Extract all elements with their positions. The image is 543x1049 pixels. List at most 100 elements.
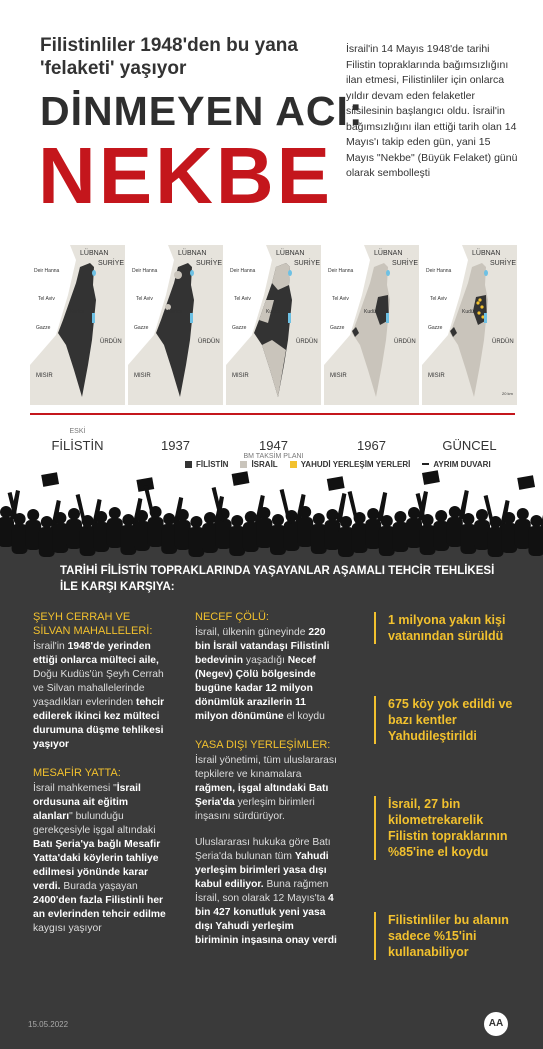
place-label: Deir Hanna [328,268,354,274]
title: DİNMEYEN ACI: [40,88,364,134]
place-label: Kudüs [168,309,183,315]
head [340,516,352,528]
place-label: ÜRDÜN [198,338,220,345]
text-block: YASA DIŞI YERLEŞİMLER: İsrail yönetimi, t… [195,738,337,948]
place-label: LÜBNAN [374,249,402,257]
fact: 1 milyona yakın kişi vatanından sürüldü [374,612,514,644]
text-segment: Buna rağmen İsrail, son olarak 12 Mayıs'… [195,879,329,904]
head [244,511,257,523]
head [190,516,203,528]
text-segment: Necef (Negev) Çölü bölgesinde bugüne kad… [195,655,316,722]
arm [7,492,20,527]
head [163,513,176,525]
body [161,524,178,554]
period-note: BM TAKSİM PLANI [243,453,304,460]
body [514,519,531,549]
body [202,523,218,553]
text-segment: rağmen, işgal altındaki Batı Şeria'da [195,783,329,808]
text-segment: İsrail mahkemesi " [33,783,117,794]
column: ŞEYH CERRAH VE SİLVAN MAHALLELERİ: İsrail… [33,610,168,950]
legend-item: AYRIM DUVARI [422,460,491,469]
body [147,517,164,547]
body [297,517,314,547]
dead-sea [288,313,291,323]
arm [415,493,428,528]
arm [279,489,292,524]
flag [41,472,60,487]
head [367,508,380,520]
body [392,522,409,552]
period-label: 1967 [357,438,386,453]
head [503,512,516,524]
body [501,523,518,553]
section-heading: TARİHİ FİLİSTİN TOPRAKLARINDA YAŞAYANLAR… [60,565,495,593]
place-label: Tel Aviv [234,296,251,302]
body [446,517,463,547]
period-label: FİLİSTİN [51,438,104,453]
paragraph: İsrail yönetimi, tüm uluslararası tepkil… [195,754,337,824]
subtitle-line: Filistinliler 1948'den bu yana [40,35,298,56]
text-segment: Burada yaşayan [60,881,138,892]
paragraph: İsrail, ülkenin güneyinde 220 bin İsrail… [195,626,337,724]
place-label: ÜRDÜN [296,338,318,345]
place-label: Kudüs [364,309,379,315]
head [95,511,108,523]
flag [136,477,155,492]
period-note: ESKİ [69,428,86,435]
arm [540,514,543,529]
block-title: MESAFİR YATTA: [33,767,121,779]
paragraph: Uluslararası hukuka göre Batı Şeria'da b… [195,836,337,948]
head [530,515,543,527]
paragraph: İsrail mahkemesi "İsrail ordusuna ait eğ… [33,782,168,936]
body [11,524,28,554]
place-label: LÜBNAN [178,249,206,257]
period-label: 1937 [161,438,190,453]
body [0,517,14,547]
legend-label: FİLİSTİN [196,460,229,469]
period-note [128,428,223,438]
place-label: Kudüs [266,309,281,315]
body [120,525,137,555]
dead-sea [484,313,487,323]
body [310,524,327,554]
body [188,527,205,557]
body [433,521,450,551]
arm [458,490,469,520]
period: GÜNCEL [422,428,517,453]
period-note [226,428,321,438]
head [408,507,420,519]
place-label: LÜBNAN [80,249,108,257]
place-label: MISIR [232,373,249,379]
body [174,520,191,550]
lake [484,270,488,276]
period-note [422,428,517,438]
place-label: Deir Hanna [132,268,158,274]
column: NECEF ÇÖLÜ: İsrail, ülkenin güneyinde 220… [195,610,337,962]
legend-swatch [422,463,430,465]
text-block: MESAFİR YATTA: İsrail mahkemesi "İsrail o… [33,766,168,936]
crowd-silhouette [0,470,543,557]
head [27,509,40,521]
israel-area [272,263,290,290]
place-label: Deir Hanna [426,268,452,274]
legend-item: İSRAİL [240,460,278,469]
body [229,526,246,556]
israel-area [165,304,171,310]
text-segment: kaygısı yaşıyor [33,923,102,934]
place-label: MISIR [330,373,347,379]
place-label: MISIR [428,373,445,379]
arm [483,495,496,530]
text-segment: yerleşim birimleri inşasını sürdürüyor. [195,797,315,822]
place-label: Tel Aviv [430,296,447,302]
place-label: ÜRDÜN [394,338,416,345]
block-title: NECEF ÇÖLÜ: [195,611,269,623]
settlement [481,315,485,319]
title-emphasis: NEKBE [38,131,334,220]
text-segment: Yahudi yerleşim birimleri yasa dışı kabu… [195,851,329,890]
head [231,515,244,527]
text-segment: yaşadığı [243,655,288,666]
place-label: MISIR [36,373,53,379]
